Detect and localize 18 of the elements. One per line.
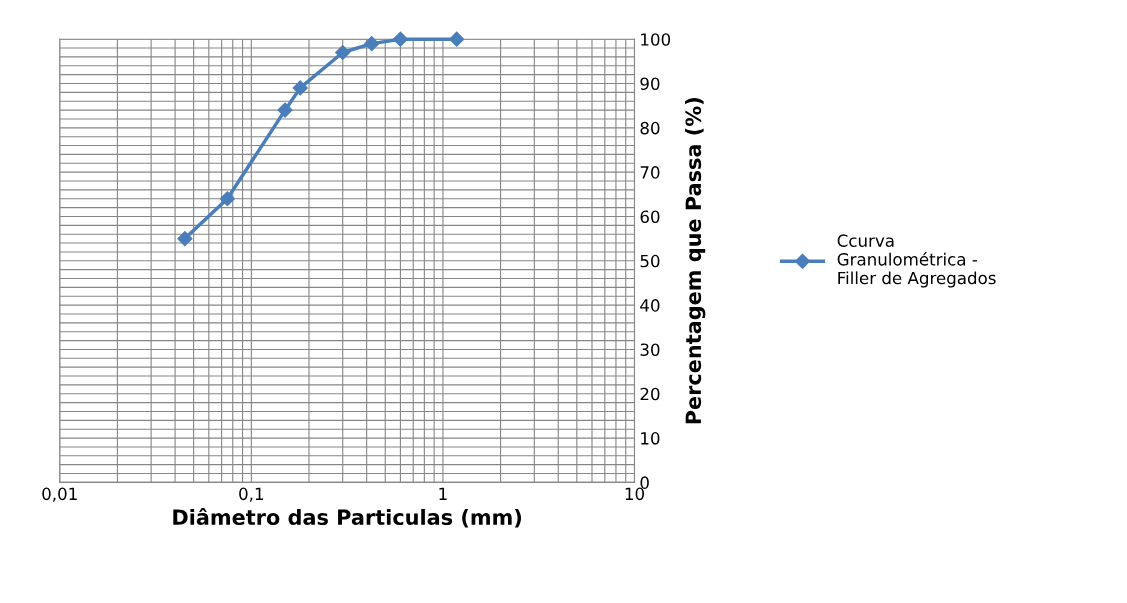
y-tick-label: 30: [640, 343, 660, 357]
legend-label: Ccurva Granulométrica - Filler de Agregados: [837, 234, 996, 288]
y-tick-label: 80: [640, 121, 660, 135]
y-tick-label: 100: [641, 33, 671, 46]
y-tick-label: 0: [640, 476, 649, 489]
y-tick-label: 90: [640, 77, 660, 91]
y-axis-title: Percentagem que Passa (%): [685, 98, 706, 424]
x-axis-title: Diâmetro das Particulas (mm): [173, 508, 522, 528]
y-tick-label: 10: [641, 432, 660, 445]
y-tick-label: 60: [640, 210, 660, 224]
y-tick-label: 70: [640, 166, 660, 179]
y-tick-label: 50: [640, 254, 660, 268]
x-tick-label: 10: [625, 487, 644, 501]
x-tick-label: 0,1: [239, 487, 264, 502]
x-tick-label: 0,01: [42, 487, 77, 502]
x-tick-label: 1: [439, 487, 447, 500]
y-tick-label: 20: [640, 387, 660, 401]
y-tick-label: 40: [640, 299, 660, 312]
